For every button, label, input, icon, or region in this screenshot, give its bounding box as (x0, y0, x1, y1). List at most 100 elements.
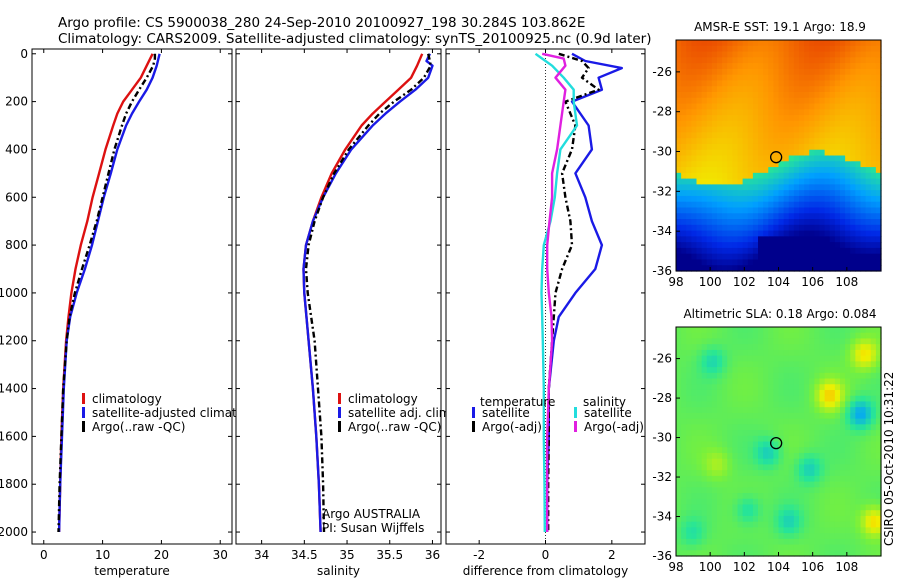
heatmap-cell (742, 401, 749, 408)
heatmap-cell (676, 247, 682, 255)
heatmap-cell (814, 384, 821, 391)
heatmap-cell (814, 91, 821, 99)
heatmap-cell (809, 441, 815, 448)
heatmap-cell (758, 447, 764, 454)
heatmap-cell (768, 178, 774, 185)
heatmap-cell (676, 259, 682, 266)
heatmap-cell (860, 115, 867, 122)
heatmap-cell (855, 538, 862, 546)
heatmap-cell (850, 103, 856, 110)
heatmap-cell (747, 418, 754, 425)
heatmap-cell (840, 355, 846, 362)
heatmap-cell (804, 401, 810, 408)
heatmap-cell (676, 201, 682, 209)
heatmap-cell (768, 458, 774, 465)
heatmap-cell (681, 538, 687, 546)
heatmap-cell (691, 515, 698, 523)
heatmap-cell (860, 213, 867, 220)
heatmap-cell (793, 367, 800, 374)
heatmap-cell (824, 435, 831, 443)
heatmap-cell (814, 515, 821, 523)
heatmap-cell (737, 213, 744, 220)
heatmap-cell (696, 464, 703, 471)
heatmap-cell (814, 458, 821, 465)
heatmap-cell (717, 253, 723, 261)
heatmap-cell (763, 68, 769, 76)
heatmap-cell (717, 441, 723, 448)
heatmap-cell (737, 207, 744, 214)
heatmap-cell (829, 126, 836, 134)
heatmap-cell (768, 109, 774, 116)
heatmap-cell (752, 515, 759, 523)
heatmap-cell (681, 115, 687, 122)
heatmap-cell (865, 384, 872, 391)
heatmap-cell (727, 452, 733, 460)
heatmap-cell (701, 464, 708, 471)
heatmap-cell (855, 452, 862, 460)
heatmap-cell (701, 224, 708, 232)
legend-label: satellite (584, 406, 632, 420)
heatmap-cell (768, 143, 774, 151)
heatmap-cell (799, 441, 805, 448)
heatmap-cell (722, 45, 728, 53)
heatmap-cell (793, 475, 800, 483)
heatmap-cell (732, 338, 739, 345)
heatmap-cell (799, 550, 805, 557)
heatmap-cell (788, 242, 795, 249)
heatmap-cell (686, 213, 692, 220)
heatmap-cell (783, 161, 790, 168)
heatmap-cell (681, 464, 687, 471)
heatmap-cell (809, 242, 815, 249)
heatmap-cell (742, 230, 749, 237)
heatmap-cell (676, 230, 682, 237)
heatmap-cell (824, 412, 831, 420)
heatmap-cell (696, 230, 703, 237)
heatmap-cell (845, 487, 851, 494)
heatmap-cell (829, 63, 836, 70)
heatmap-cell (722, 161, 728, 168)
heatmap-cell (763, 253, 769, 261)
heatmap-cell (727, 178, 733, 185)
heatmap-cell (865, 504, 872, 511)
heatmap-cell (706, 395, 713, 403)
heatmap-cell (875, 253, 882, 261)
heatmap-cell (824, 389, 831, 397)
heatmap-cell (773, 190, 780, 197)
heatmap-cell (875, 550, 882, 557)
heatmap-cell (845, 515, 851, 523)
heatmap-cell (793, 51, 800, 58)
heatmap-cell (727, 207, 733, 214)
heatmap-cell (727, 332, 733, 340)
heatmap-cell (696, 51, 703, 58)
heatmap-cell (773, 138, 780, 145)
heatmap-cell (860, 242, 867, 249)
heatmap-cell (829, 143, 836, 151)
heatmap-cell (850, 63, 856, 70)
heatmap-cell (778, 361, 785, 368)
heatmap-cell (778, 521, 785, 528)
heatmap-cell (860, 190, 867, 197)
heatmap-cell (773, 344, 780, 351)
heatmap-cell (788, 515, 795, 523)
heatmap-cell (799, 132, 805, 139)
heatmap-cell (824, 253, 831, 261)
heatmap-cell (845, 213, 851, 220)
heatmap-cell (788, 544, 795, 551)
heatmap-cell (711, 80, 718, 87)
heatmap-cell (865, 344, 872, 351)
heatmap-cell (763, 447, 769, 454)
heatmap-cell (799, 435, 805, 443)
heatmap-cell (676, 538, 682, 546)
heatmap-cell (845, 452, 851, 460)
heatmap-cell (686, 533, 692, 540)
heatmap-cell (686, 80, 692, 87)
heatmap-cell (696, 57, 703, 64)
heatmap-cell (763, 219, 769, 226)
heatmap-cell (711, 521, 718, 528)
heatmap-cell (686, 493, 692, 500)
heatmap-cell (722, 504, 728, 511)
heatmap-cell (737, 167, 744, 174)
heatmap-cell (752, 481, 759, 488)
heatmap-cell (686, 395, 692, 403)
